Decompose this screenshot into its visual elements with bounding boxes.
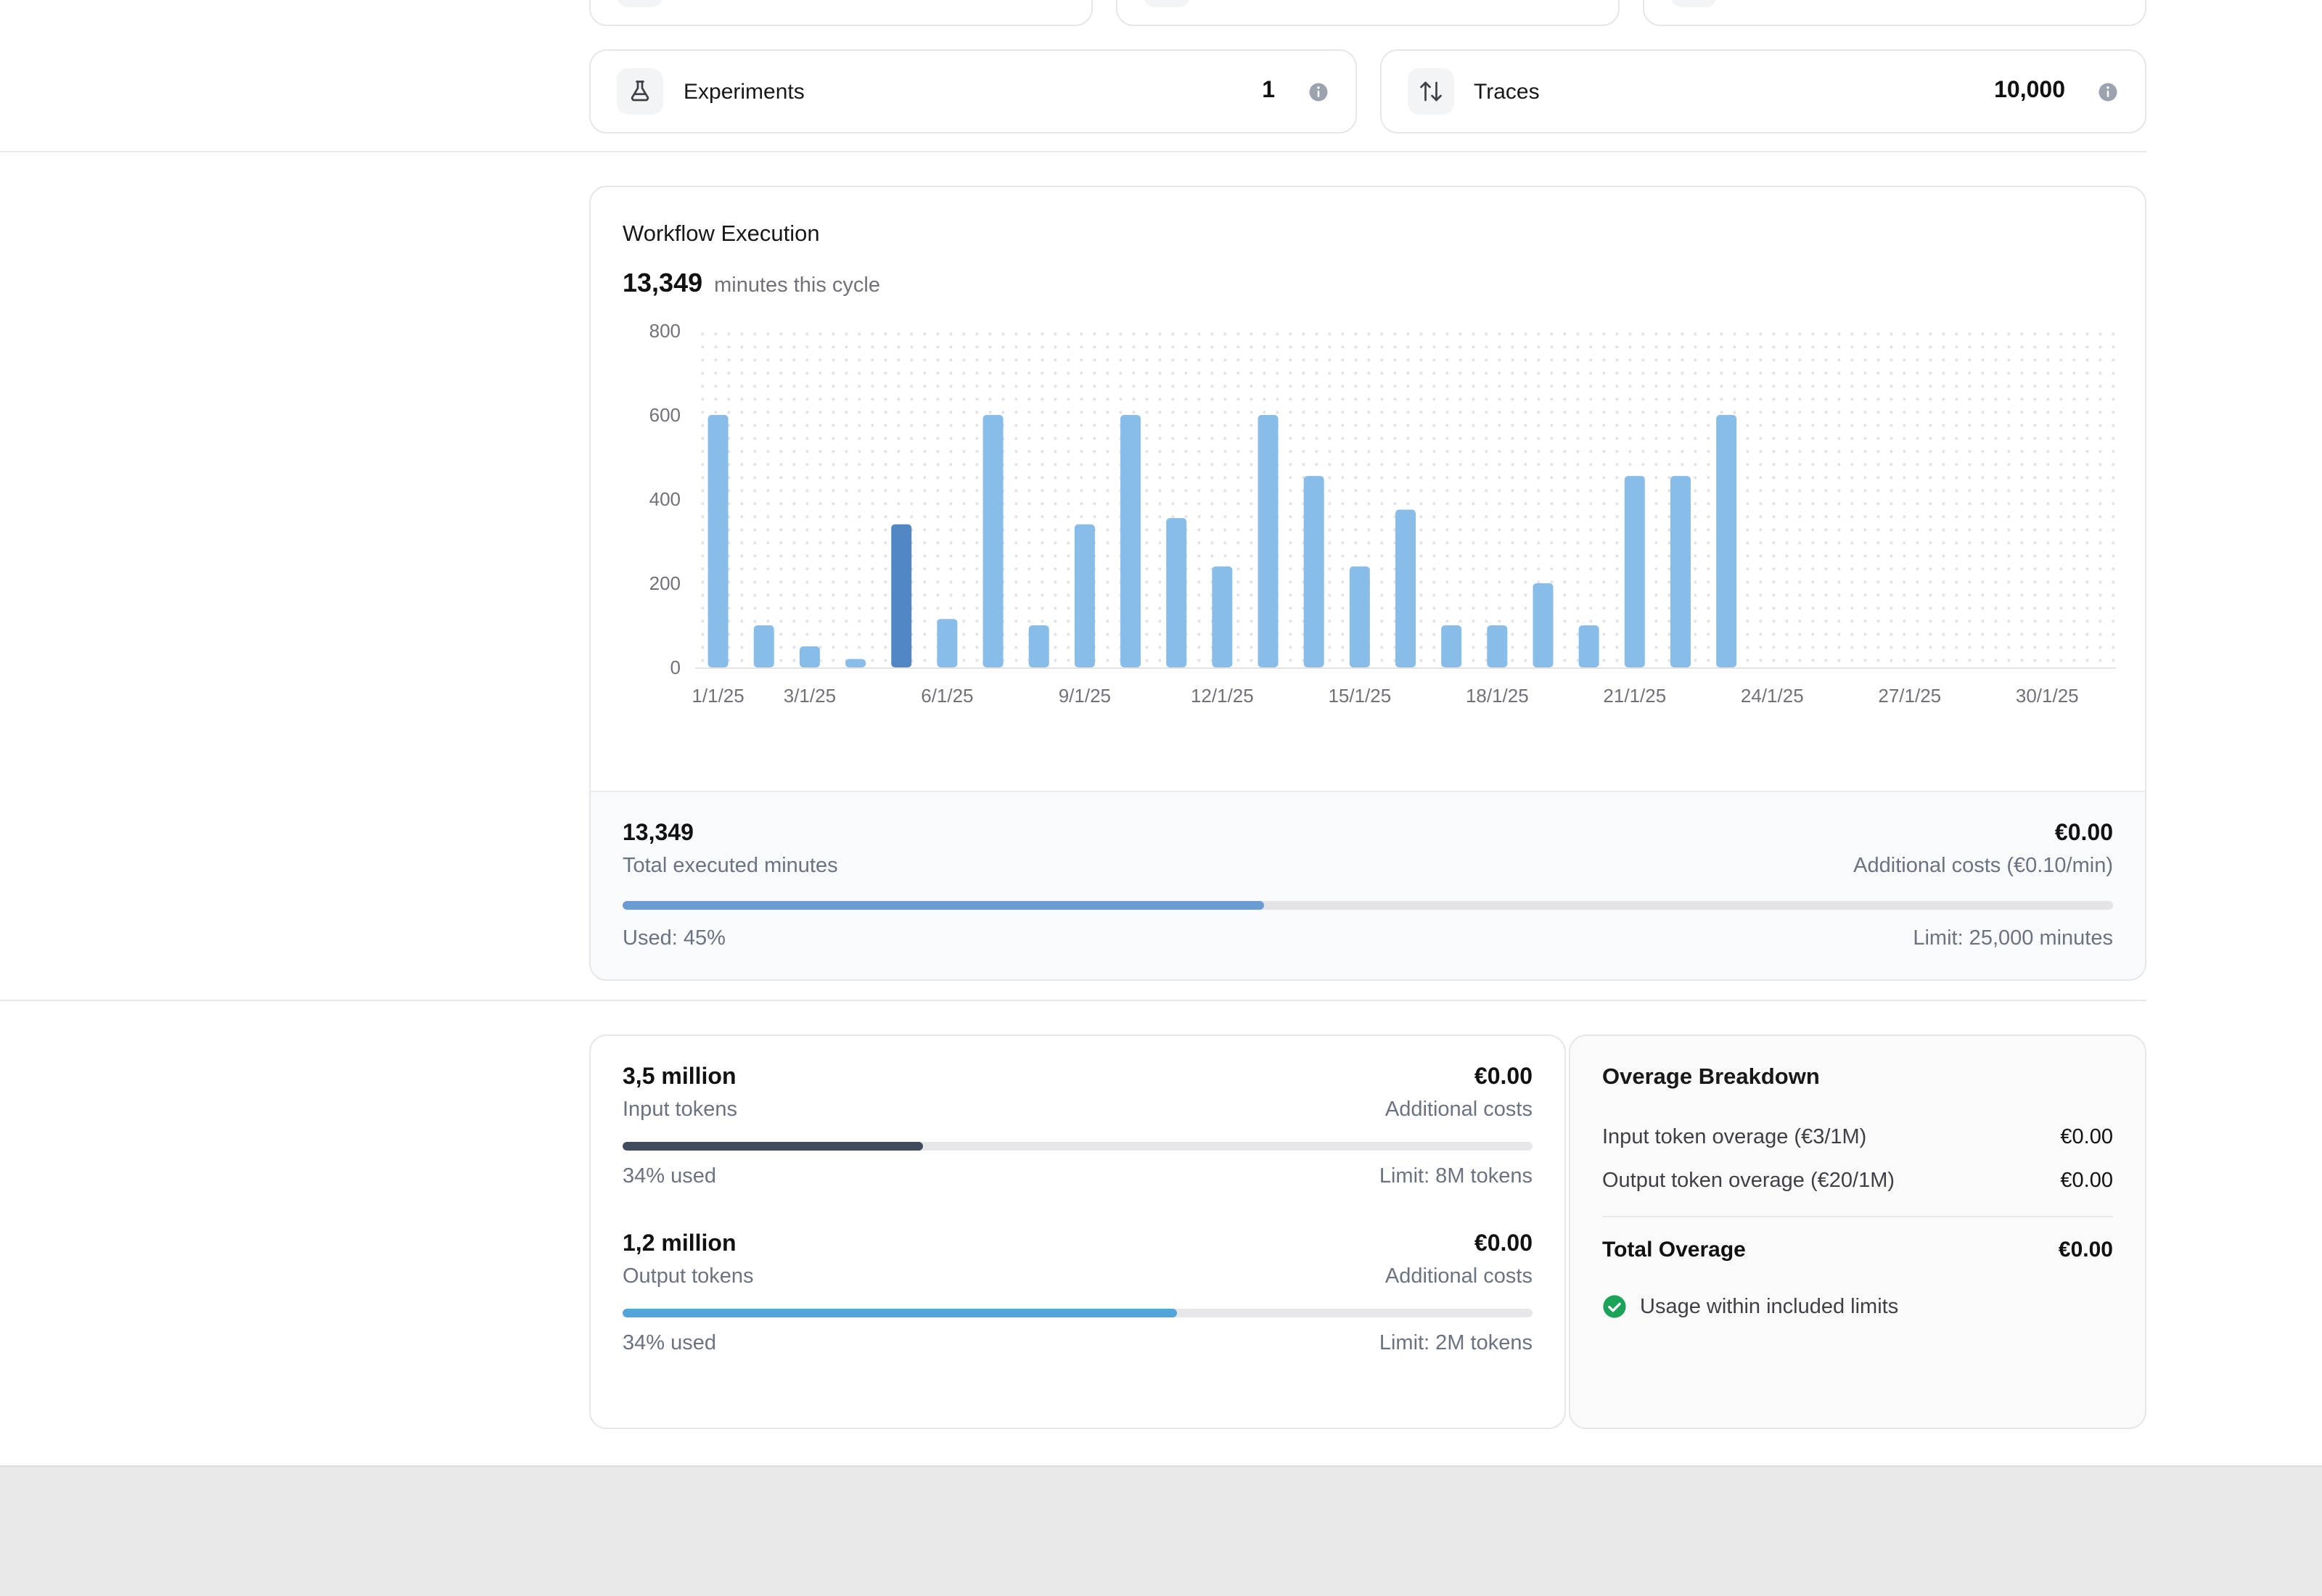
stat-card-partial: [589, 0, 1093, 26]
info-icon[interactable]: [2097, 81, 2119, 102]
overage-status: Usage within included limits: [1602, 1294, 2113, 1319]
check-circle-icon: [1602, 1294, 1627, 1319]
total-minutes-label: Total executed minutes: [623, 855, 838, 878]
overage-input-label: Input token overage (€3/1M): [1602, 1126, 1867, 1149]
stat-card-traces: Traces 10,000: [1379, 49, 2146, 133]
section-divider: [0, 1000, 2146, 1001]
input-tokens-label: Input tokens: [623, 1098, 737, 1122]
svg-text:3/1/25: 3/1/25: [784, 685, 836, 707]
stat-icon-placeholder: [617, 0, 663, 7]
overage-status-text: Usage within included limits: [1640, 1295, 1899, 1318]
overage-total-row: Total Overage €0.00: [1602, 1238, 2113, 1262]
svg-text:6/1/25: 6/1/25: [921, 685, 973, 707]
svg-text:9/1/25: 9/1/25: [1059, 685, 1111, 707]
svg-text:24/1/25: 24/1/25: [1741, 685, 1804, 707]
workflow-minutes-value: 13,349: [623, 268, 703, 297]
input-tokens-cost-label: Additional costs: [1384, 1098, 1533, 1122]
svg-text:30/1/25: 30/1/25: [2016, 685, 2079, 707]
output-tokens-block: 1,2 million €0.00 Output tokens Addition…: [623, 1232, 1533, 1355]
experiments-label: Experiments: [684, 79, 805, 104]
svg-text:18/1/25: 18/1/25: [1466, 685, 1529, 707]
svg-text:800: 800: [649, 320, 681, 342]
workflow-title: Workflow Execution: [623, 222, 820, 247]
svg-text:600: 600: [649, 404, 681, 426]
traces-value: 10,000: [1994, 78, 2065, 103]
svg-text:400: 400: [649, 488, 681, 510]
workflow-used-text: Used: 45%: [623, 927, 726, 950]
input-tokens-used-text: 34% used: [623, 1165, 716, 1188]
output-tokens-progress-fill: [623, 1309, 1178, 1317]
input-tokens-cost: €0.00: [1474, 1065, 1533, 1090]
workflow-progress-fill: [623, 901, 1264, 910]
page-background-strip: [0, 1465, 2322, 1596]
output-tokens-used-text: 34% used: [623, 1332, 716, 1355]
stat-card-partial: [1643, 0, 2146, 26]
stats-grid: Experiments 1 Traces 10,000: [589, 0, 2146, 133]
output-tokens-limit-text: Limit: 2M tokens: [1379, 1332, 1533, 1355]
svg-text:27/1/25: 27/1/25: [1878, 685, 1941, 707]
stat-card-experiments: Experiments 1: [589, 49, 1356, 133]
stat-icon-placeholder: [1144, 0, 1190, 7]
workflow-cost-label: Additional costs (€0.10/min): [1853, 855, 2113, 878]
input-tokens-progress-fill: [623, 1142, 923, 1151]
svg-text:12/1/25: 12/1/25: [1191, 685, 1254, 707]
overage-total-label: Total Overage: [1602, 1238, 1746, 1262]
workflow-cost-value: €0.00: [2054, 821, 2113, 846]
overage-total-value: €0.00: [2058, 1238, 2113, 1262]
workflow-progress-bar: [623, 901, 2113, 910]
total-minutes-value: 13,349: [623, 821, 694, 846]
stat-card-partial: [1116, 0, 1620, 26]
traces-label: Traces: [1474, 79, 1540, 104]
workflow-headline: 13,349 minutes this cycle: [623, 268, 2113, 299]
workflow-usage-chart[interactable]: 0 200 400 600 800 1/1/25 3/1/25 6/1/25 9/1/25 12/…: [591, 319, 2145, 714]
output-tokens-label: Output tokens: [623, 1265, 754, 1288]
svg-text:200: 200: [649, 572, 681, 594]
overage-input-value: €0.00: [2060, 1126, 2113, 1149]
info-icon[interactable]: [1307, 81, 1329, 102]
output-tokens-cost-label: Additional costs: [1384, 1265, 1533, 1288]
svg-text:1/1/25: 1/1/25: [692, 685, 744, 707]
overage-output-value: €0.00: [2060, 1169, 2113, 1193]
workflow-limit-text: Limit: 25,000 minutes: [1913, 927, 2113, 950]
input-tokens-progress-bar: [623, 1142, 1533, 1151]
arrow-up-down-icon: [1407, 68, 1453, 115]
workflow-footer: 13,349 €0.00 Total executed minutes Addi…: [591, 791, 2145, 979]
svg-text:0: 0: [670, 657, 681, 678]
stat-icon-placeholder: [1670, 0, 1717, 7]
token-usage-card: 3,5 million €0.00 Input tokens Additiona…: [589, 1034, 1566, 1429]
stats-row-partial: [589, 0, 2146, 26]
overage-row-output: Output token overage (€20/1M) €0.00: [1602, 1169, 2113, 1193]
output-tokens-cost: €0.00: [1474, 1232, 1533, 1256]
overage-title: Overage Breakdown: [1602, 1065, 1820, 1090]
overage-divider: [1602, 1216, 2113, 1217]
overage-row-input: Input token overage (€3/1M) €0.00: [1602, 1126, 2113, 1149]
workflow-header: Workflow Execution 13,349 minutes this c…: [591, 187, 2145, 299]
experiments-value: 1: [1262, 78, 1275, 103]
stats-row: Experiments 1 Traces 10,000: [589, 49, 2146, 133]
workflow-minutes-suffix: minutes this cycle: [714, 274, 880, 297]
svg-text:15/1/25: 15/1/25: [1328, 685, 1391, 707]
output-tokens-progress-bar: [623, 1309, 1533, 1317]
input-tokens-limit-text: Limit: 8M tokens: [1379, 1165, 1533, 1188]
svg-text:21/1/25: 21/1/25: [1603, 685, 1666, 707]
overage-breakdown-card: Overage Breakdown Input token overage (€…: [1569, 1034, 2146, 1429]
overage-output-label: Output token overage (€20/1M): [1602, 1169, 1895, 1193]
section-divider: [0, 151, 2146, 152]
input-tokens-block: 3,5 million €0.00 Input tokens Additiona…: [623, 1065, 1533, 1188]
input-tokens-value: 3,5 million: [623, 1065, 737, 1090]
flask-icon: [617, 68, 663, 115]
output-tokens-value: 1,2 million: [623, 1232, 737, 1256]
workflow-execution-card: Workflow Execution 13,349 minutes this c…: [589, 186, 2146, 981]
